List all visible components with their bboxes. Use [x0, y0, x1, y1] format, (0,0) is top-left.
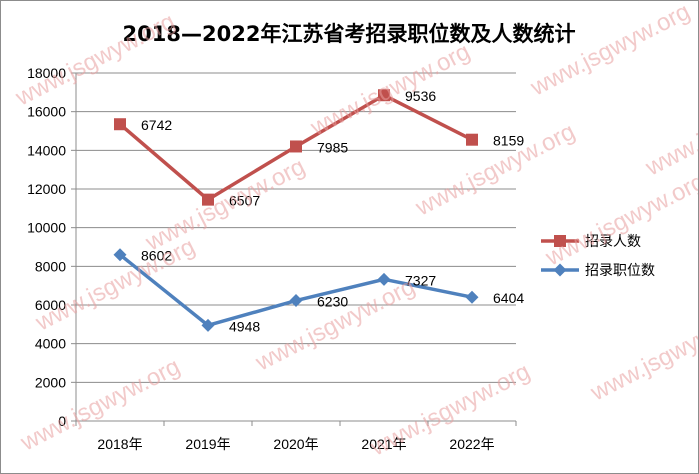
watermark-text: www.jsgwyw.org [526, 1, 695, 102]
y-tick-label: 10000 [27, 220, 66, 236]
axes [75, 73, 517, 426]
x-tick-labels: 2018年 2019年 2020年 2021年 2022年 [97, 436, 494, 452]
watermark-text: www.jsgwyw.org [641, 78, 698, 182]
series-1: 6742 6507 7985 9536 8159 [114, 88, 524, 209]
watermark-text: www.jsgwyw.org [251, 273, 420, 377]
watermark-text: www.jsgwyw.org [586, 303, 698, 407]
x-tick-label: 2021年 [361, 436, 406, 452]
data-point [290, 140, 302, 153]
data-point [378, 89, 390, 102]
data-label: 6507 [229, 193, 260, 209]
series-2: 8602 4948 6230 7327 6404 [113, 248, 524, 334]
watermark-text: www.jsgwyw.org [141, 153, 310, 257]
y-tick-label: 18000 [27, 65, 66, 81]
data-point [465, 290, 479, 304]
y-tick-label: 6000 [35, 297, 66, 313]
data-label: 6742 [141, 117, 172, 133]
data-label: 7327 [405, 272, 436, 288]
y-tick-label: 16000 [27, 104, 66, 120]
x-tick-label: 2019年 [185, 436, 230, 452]
legend-marker [553, 263, 567, 277]
legend-marker [554, 235, 566, 247]
data-point [113, 248, 127, 262]
data-label: 7985 [317, 139, 348, 155]
data-point [466, 133, 478, 146]
legend-label: 招录职位数 [585, 263, 655, 279]
y-tick-label: 0 [58, 413, 66, 429]
legend-item-1: 招录人数 [541, 234, 641, 250]
legend-label: 招录人数 [585, 234, 641, 250]
chart-title: 2018—2022年江苏省考招录职位数及人数统计 [123, 22, 576, 46]
y-tick-labels: 0 2000 4000 6000 8000 10000 12000 14000 16000 180… [27, 65, 66, 429]
grid-lines [71, 72, 516, 422]
data-label: 8159 [493, 133, 524, 149]
data-label: 9536 [405, 88, 436, 104]
data-point [377, 272, 391, 286]
data-label: 8602 [141, 248, 172, 264]
y-tick-label: 4000 [35, 336, 66, 352]
watermark-text: www.jsgwyw.org [541, 168, 698, 272]
data-point [289, 294, 303, 308]
watermark-text: www.jsgwyw.org [31, 233, 200, 337]
data-label: 6230 [317, 294, 348, 310]
y-tick-label: 2000 [35, 374, 66, 390]
x-tick-label: 2022年 [449, 436, 494, 452]
y-tick-label: 12000 [27, 181, 66, 197]
x-tick-label: 2018年 [97, 436, 142, 452]
x-tick-label: 2020年 [273, 436, 318, 452]
data-point [202, 193, 214, 206]
data-point [201, 318, 215, 332]
legend-item-2: 招录职位数 [541, 263, 655, 279]
data-label: 4948 [229, 318, 260, 334]
y-tick-label: 8000 [35, 258, 66, 274]
watermark-text: www.jsgwyw.org [11, 8, 180, 112]
watermark-layer: www.jsgwyw.orgwww.jsgwyw.orgwww.jsgwyw.o… [11, 1, 698, 462]
series-layer: 6742 6507 7985 9536 8159 8602 4948 6230 7327 6404 [113, 88, 524, 334]
y-tick-label: 14000 [27, 142, 66, 158]
data-label: 6404 [493, 290, 524, 306]
data-point [114, 118, 126, 131]
